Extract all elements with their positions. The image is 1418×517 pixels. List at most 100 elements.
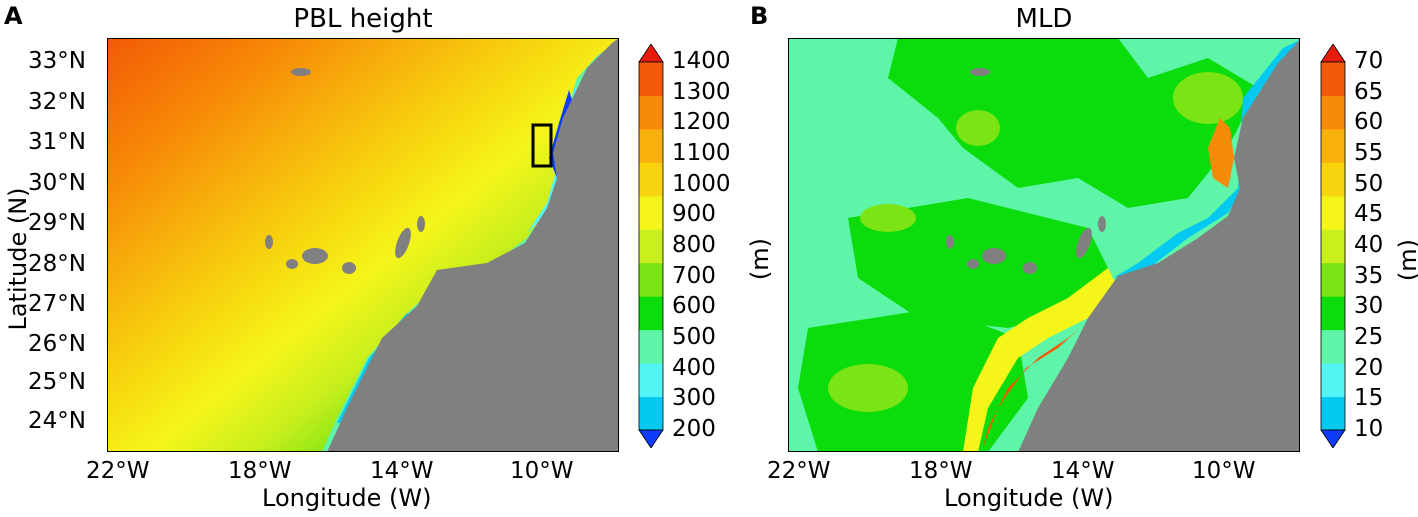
xtick-18w-b: 18°W [909, 458, 973, 484]
colorbar-b-tick-label: 50 [1354, 170, 1384, 197]
ytick-26n: 26°N [28, 331, 86, 357]
colorbar-b-tick-label: 40 [1354, 232, 1384, 258]
colorbar-a-bin-4 [639, 262, 663, 297]
colorbar-a-tick-label: 1200 [672, 109, 731, 136]
colorbar-a-bin-3 [639, 296, 663, 331]
colorbar-a-tick-label: 700 [672, 262, 716, 289]
canary-island-b1 [946, 235, 954, 249]
colorbar-b-tick-label: 25 [1354, 324, 1384, 350]
ytick-29n: 29°N [28, 210, 86, 236]
colorbar-b-tick-label: 15 [1354, 385, 1384, 412]
colorbar-b-extend-min [1320, 429, 1346, 448]
x-axis-label-b: Longitude (W) [944, 484, 1114, 512]
canary-island-b2 [967, 259, 979, 269]
ytick-24n: 24°N [28, 408, 86, 434]
colorbar-b-extend-max [1320, 44, 1346, 63]
canary-island-5 [395, 227, 411, 259]
ytick-32n: 32°N [28, 89, 86, 115]
mld-lightgreen-3 [860, 204, 916, 232]
xtick-14w-b: 14°W [1051, 458, 1115, 484]
mld-deep-tongue [963, 268, 1118, 452]
canary-island-2 [286, 259, 298, 269]
colorbar-b-bin-1 [1321, 363, 1345, 398]
canary-island-b5 [1076, 227, 1092, 259]
colorbar-a-tick-label: 800 [672, 232, 716, 258]
ytick-25n: 25°N [28, 369, 86, 395]
colorbar-a-tick-label: 1100 [672, 140, 731, 166]
study-region-box [531, 123, 553, 168]
canary-island-b3 [982, 248, 1006, 264]
ytick-27n: 27°N [28, 291, 86, 317]
colorbar-a-bin-8 [639, 128, 663, 163]
colorbar-b-bin-0 [1321, 396, 1345, 431]
colorbar-a-tick-label: 400 [672, 354, 716, 381]
colorbar-a-extend-max [638, 44, 664, 63]
colorbar-b-tick-label: 30 [1354, 293, 1384, 320]
mld-region-north [888, 38, 1258, 208]
colorbar-b-bin-6 [1321, 195, 1345, 230]
colorbar-b-tick-label: 65 [1354, 78, 1384, 105]
canary-island-6 [417, 216, 425, 232]
colorbar-b-tick-label: 20 [1354, 354, 1384, 381]
colorbar-a-extend-min [638, 429, 664, 448]
map-frame-b [788, 38, 1300, 452]
canary-island-3 [302, 248, 328, 264]
colorbar-b-frame [1320, 61, 1346, 431]
mld-north-hotspot [1208, 118, 1234, 188]
colorbar-b-unit: (m) [1394, 238, 1418, 282]
ytick-30n: 30°N [28, 170, 86, 196]
colorbar-b-bin-9 [1321, 95, 1345, 130]
canary-island-4 [342, 262, 356, 274]
colorbar-a-bin-6 [639, 195, 663, 230]
ytick-28n: 28°N [28, 251, 86, 277]
colorbar-b-tick-label: 60 [1354, 109, 1384, 136]
madeira-island-b [970, 68, 990, 76]
mld-lightgreen-2 [1173, 72, 1243, 124]
canary-island-b6 [1098, 216, 1106, 232]
colorbar-a-tick-label: 900 [672, 201, 716, 228]
ytick-31n: 31°N [28, 129, 86, 155]
colorbar-a-tick-label: 1300 [672, 78, 731, 105]
colorbar-a-bin-5 [639, 229, 663, 264]
xtick-18w: 18°W [228, 458, 292, 484]
colorbar-a-tick-label: 1000 [672, 170, 731, 197]
panel-letter-a: A [4, 2, 23, 30]
colorbar-a [638, 44, 664, 448]
colorbar-b-tick-label: 45 [1354, 201, 1384, 228]
panel-b-title: MLD [1015, 4, 1073, 34]
colorbar-a-tick-label: 1400 [672, 48, 731, 74]
mld-lightgreen-4 [828, 364, 908, 412]
xtick-22w-b: 22°W [767, 458, 831, 484]
x-axis-label-a: Longitude (W) [262, 484, 432, 512]
ytick-33n: 33°N [28, 48, 86, 74]
panel-letter-b: B [750, 2, 769, 30]
colorbar-a-tick-label: 300 [672, 385, 716, 412]
africa-land-b [1018, 38, 1300, 452]
colorbar-b-tick-label: 35 [1354, 262, 1384, 289]
madeira-island [291, 68, 311, 76]
colorbar-b-tick-label: 55 [1354, 140, 1384, 166]
colorbar-b-bin-10 [1321, 62, 1345, 96]
colorbar-a-bin-7 [639, 162, 663, 197]
xtick-10w-b: 10°W [1192, 458, 1256, 484]
colorbar-a-bin-1 [639, 363, 663, 398]
colorbar-b-bin-8 [1321, 128, 1345, 163]
xtick-14w: 14°W [370, 458, 434, 484]
mld-coastal-shallow [1113, 40, 1300, 278]
colorbar-b-bin-7 [1321, 162, 1345, 197]
colorbar-b-bin-2 [1321, 329, 1345, 364]
panel-a-title: PBL height [293, 4, 433, 34]
colorbar-b-tick-label: 10 [1354, 416, 1384, 442]
africa-land [327, 38, 619, 452]
y-axis-label-b: (m) [746, 237, 774, 281]
xtick-22w: 22°W [86, 458, 150, 484]
canary-island-b4 [1023, 262, 1037, 274]
canary-island-1 [265, 235, 273, 249]
colorbar-a-bin-10 [639, 62, 663, 96]
pbl-height-map [107, 38, 619, 452]
colorbar-b-tick-label: 70 [1354, 48, 1384, 74]
mld-lightgreen-1 [956, 110, 1000, 146]
colorbar-a-frame [638, 61, 664, 431]
map-frame [107, 38, 619, 452]
colorbar-b-bin-3 [1321, 296, 1345, 331]
